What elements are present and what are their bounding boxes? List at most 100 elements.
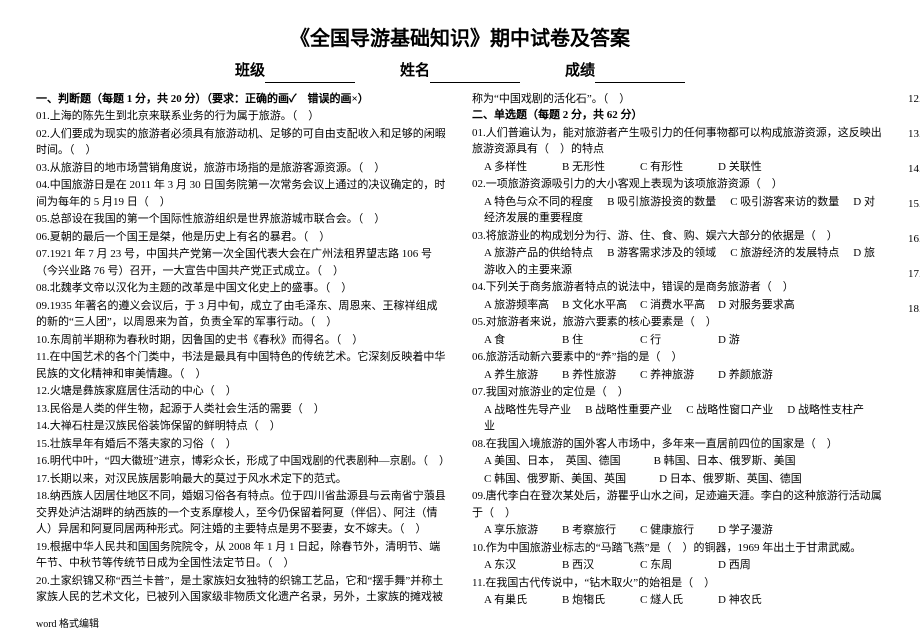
choice-q-5-stem: 05.对旅游者来说，旅游六要素的核心要素是（ ） bbox=[472, 314, 884, 331]
choice-q-1-stem: 01.人们普遍认为，能对旅游者产生吸引力的任何事物都可以构成旅游资源，这反映出旅… bbox=[472, 125, 884, 158]
choice-option: C 有形性 bbox=[640, 159, 718, 176]
choice-option: B 西汉 bbox=[562, 557, 640, 574]
choice-q-6-opts: A 养生旅游B 养性旅游C 养神旅游D 养颜旅游 bbox=[472, 367, 884, 384]
judge-q-8: 08.北魏孝文帝以汉化为主题的改革是中国文化史上的盛事。（ ） bbox=[36, 280, 448, 297]
choice-option: D 学子漫游 bbox=[718, 522, 796, 539]
name-label: 姓名 bbox=[400, 60, 430, 83]
choice-q-18-stem: 18.被誉为中国 17 世纪的工艺百科全书的是（ ） bbox=[908, 301, 920, 318]
judge-q-9: 09.1935 年著名的遵义会议后，于 3 月中旬，成立了由毛泽东、周恩来、王稼… bbox=[36, 298, 448, 331]
choice-q-11-opts: A 有巢氏B 炮犓氏C 燧人氏D 神农氏 bbox=[472, 592, 884, 609]
choice-q-2-opts: A 特色与众不同的程度B 吸引旅游投资的数量C 吸引游客来访的数量D 对经济发展… bbox=[472, 194, 884, 227]
choice-q-17-opts: A 茯苓B 三七C 人参D 虫草 bbox=[908, 283, 920, 300]
judge-q-1: 01.上海的陈先生到北京来联系业务的行为属于旅游。（ ） bbox=[36, 108, 448, 125]
choice-q-7-stem: 07.我国对旅游业的定位是（ ） bbox=[472, 384, 884, 401]
choice-option: D 游 bbox=[718, 332, 796, 349]
choice-option: B 炮犓氏 bbox=[562, 592, 640, 609]
choice-q-15-stem: 15.我国现存也是世界上最早的史书是（ ） bbox=[908, 196, 920, 213]
choice-q-3-opts: A 旅游产品的供给特点B 游客需求涉及的领域C 旅游经济的发展特点D 旅游收入的… bbox=[472, 245, 884, 278]
choice-q-17-stem: 17.俗称“金不换”的中药材是（ ） bbox=[908, 266, 920, 283]
choice-q-10-stem: 10.作为中国旅游业标志的“马踏飞燕”是（ ）的铜器，1969 年出土于甘肃武威… bbox=[472, 540, 884, 557]
choice-q-4-stem: 04.下列关于商务旅游者特点的说法中，错误的是商务旅游者（ ） bbox=[472, 279, 884, 296]
footer-text: word 格式编辑 bbox=[36, 617, 884, 632]
name-blank bbox=[430, 69, 520, 83]
choice-q-10-opts: A 东汉B 西汉C 东周D 西周 bbox=[472, 557, 884, 574]
choice-q-9-opts: A 享乐旅游B 考察旅行C 健康旅行D 学子漫游 bbox=[472, 522, 884, 539]
choice-option: C 战略性窗口产业 bbox=[686, 404, 773, 416]
choice-q-6-stem: 06.旅游活动新六要素中的“养”指的是（ ） bbox=[472, 349, 884, 366]
choice-q-5-opts: A 食B 住C 行D 游 bbox=[472, 332, 884, 349]
choice-q-8-opts-1: C 韩国、俄罗斯、美国、英国 D 日本、俄罗斯、英国、德国 bbox=[472, 471, 884, 488]
choice-q-9-stem: 09.唐代李白在登次某处后，游瞿乎山水之间，足迹遍天涯。李白的这种旅游行活动属于… bbox=[472, 488, 884, 521]
score-blank bbox=[595, 69, 685, 83]
choice-option: D 对服务要求高 bbox=[718, 297, 796, 314]
judge-q-14: 14.大禅石柱是汉族民俗装饰保留的鲜明特点（ ） bbox=[36, 418, 448, 435]
choice-q-3-stem: 03.将旅游业的构成划分为行、游、住、食、购、娱六大部分的依据是（ ） bbox=[472, 228, 884, 245]
choice-option: C 燧人氏 bbox=[640, 592, 718, 609]
header-row: 班级 姓名 成绩 bbox=[36, 60, 884, 83]
choice-q-12-stem: 12.中国历史上第一个王朝是（ ） bbox=[908, 91, 920, 108]
content-columns: 一、判断题（每题 1 分，共 20 分）（要求：正确的画✓ 错误的画×） 01.… bbox=[36, 91, 884, 611]
choice-q-13-stem: 13.最早有系统记录的汉语文字是（ ）时代的甲骨文。 bbox=[908, 126, 920, 143]
judge-q-5: 05.总部设在我国的第一个国际性旅游组织是世界旅游城市联合会。（ ） bbox=[36, 211, 448, 228]
choice-option: B 游客需求涉及的领域 bbox=[607, 247, 716, 259]
judge-q-17: 17.长期以来，对汉民族居影响最大的莫过于风水术定下的范式。 bbox=[36, 471, 448, 488]
class-label: 班级 bbox=[235, 60, 265, 83]
choice-option: B 住 bbox=[562, 332, 640, 349]
choice-q-14-opts: A《女史箴图》B《洛神赋图》C《步辇图》D《龙凤人物图》 bbox=[908, 178, 920, 195]
choice-q-1-opts: A 多样性B 无形性C 有形性D 关联性 bbox=[472, 159, 884, 176]
choice-option: C 养神旅游 bbox=[640, 367, 718, 384]
choice-option: A 旅游产品的供给特点 bbox=[484, 247, 593, 259]
choice-option: C 行 bbox=[640, 332, 718, 349]
choice-option: D 神农氏 bbox=[718, 592, 796, 609]
judge-q-15: 15.壮族旱年有婚后不落夫家的习俗（ ） bbox=[36, 436, 448, 453]
judge-q-16: 16.明代中叶，“四大徽班”进京，博彩众长，形成了中国戏剧的代表剧种—京剧。（ … bbox=[36, 453, 448, 470]
choice-q-4-opts: A 旅游频率高B 文化水平高C 消费水平高D 对服务要求高 bbox=[472, 297, 884, 314]
choice-option: A 享乐旅游 bbox=[484, 522, 562, 539]
choice-q-12-opts: A 夏B 商C 周D 秦 bbox=[908, 108, 920, 125]
choice-q-16-stem: 16.八卦中的“坎”卦代表（ ） bbox=[908, 231, 920, 248]
judge-q-19: 19.根据中华人民共和国国务院院令，从 2008 年 1 月 1 日起，除春节外… bbox=[36, 539, 448, 572]
choice-option: C 健康旅行 bbox=[640, 522, 718, 539]
choice-option: B 文化水平高 bbox=[562, 297, 640, 314]
choice-q-13-opts: A 西周B 殷商C 东周D 春秋 bbox=[908, 143, 920, 160]
choice-option: A 多样性 bbox=[484, 159, 562, 176]
class-blank bbox=[265, 69, 355, 83]
choice-option: C 消费水平高 bbox=[640, 297, 718, 314]
judge-q-13: 13.民俗是人类的伴生物，起源于人类社会生活的需要（ ） bbox=[36, 401, 448, 418]
choice-q-8-stem: 08.在我国入境旅游的国外客人市场中，多年来一直居前四位的国家是（ ） bbox=[472, 436, 884, 453]
section1-head: 一、判断题（每题 1 分，共 20 分）（要求：正确的画✓ 错误的画×） bbox=[36, 91, 448, 108]
exam-title: 《全国导游基础知识》期中试卷及答案 bbox=[36, 24, 884, 54]
section2-head: 二、单选题（每题 2 分，共 62 分） bbox=[472, 107, 884, 124]
choice-option: A 养生旅游 bbox=[484, 367, 562, 384]
score-label: 成绩 bbox=[565, 60, 595, 83]
choice-q-7-opts: A 战略性先导产业B 战略性重要产业C 战略性窗口产业D 战略性支柱产业 bbox=[472, 402, 884, 435]
choice-option: A 食 bbox=[484, 332, 562, 349]
choice-option: A 战略性先导产业 bbox=[484, 404, 571, 416]
judge-q-6: 06.夏朝的最后一个国王是桀，他是历史上有名的暴君。（ ） bbox=[36, 229, 448, 246]
choice-q-18-opts: A 水经注B 梦溪笔谈C 天工开物D 广游志 bbox=[908, 318, 920, 335]
choice-q-15-opts: A《左传》B《春秋》C《尚书》D《史记》 bbox=[908, 213, 920, 230]
choice-option: C 吸引游客来访的数量 bbox=[730, 196, 839, 208]
choice-option: A 东汉 bbox=[484, 557, 562, 574]
judge-q-11: 11.在中国艺术的各个门类中，书法是最具有中国特色的传统艺术。它深刻反映着中华民… bbox=[36, 349, 448, 382]
judge-q-10: 10.东周前半期称为春秋时期，因鲁国的史书《春秋》而得名。（ ） bbox=[36, 332, 448, 349]
choice-option: A 特色与众不同的程度 bbox=[484, 196, 593, 208]
choice-option: D 西周 bbox=[718, 557, 796, 574]
choice-q-2-stem: 02.一项旅游资源吸引力的大小客观上表现为该项旅游资源（ ） bbox=[472, 176, 884, 193]
choice-option: B 吸引旅游投资的数量 bbox=[607, 196, 716, 208]
choice-option: D 养颜旅游 bbox=[718, 367, 796, 384]
choice-q-11-stem: 11.在我国古代传说中，“钻木取火”的始祖是（ ） bbox=[472, 575, 884, 592]
judge-q-18: 18.纳西族人因居住地区不同，婚姻习俗各有特点。位于四川省盐源县与云南省宁蒗县交… bbox=[36, 488, 448, 538]
choice-q-14-stem: 14.在我国，目前可以看到的最早的古代绘画实物是战国时期的帛画（ ） bbox=[908, 161, 920, 178]
judge-q-7: 07.1921 年 7 月 23 号，中国共产党第一次全国代表大会在广州法租界望… bbox=[36, 246, 448, 279]
judge-q-3: 03.从旅游目的地市场营销角度说，旅游市场指的是旅游客源资源。（ ） bbox=[36, 160, 448, 177]
judge-q-2: 02.人们要成为现实的旅游者必须具有旅游动机、足够的可自由支配收入和足够的闲暇时… bbox=[36, 126, 448, 159]
choice-option: C 东周 bbox=[640, 557, 718, 574]
choice-option: B 养性旅游 bbox=[562, 367, 640, 384]
choice-q-8-opts-0: A 美国、日本， 英国、德国 B 韩国、日本、俄罗斯、美国 bbox=[472, 453, 884, 470]
choice-option: C 旅游经济的发展特点 bbox=[730, 247, 839, 259]
choice-option: A 有巢氏 bbox=[484, 592, 562, 609]
choice-option: B 战略性重要产业 bbox=[585, 404, 672, 416]
choice-option: B 无形性 bbox=[562, 159, 640, 176]
judge-q-4: 04.中国旅游日是在 2011 年 3 月 30 日国务院第一次常务会议上通过的… bbox=[36, 177, 448, 210]
